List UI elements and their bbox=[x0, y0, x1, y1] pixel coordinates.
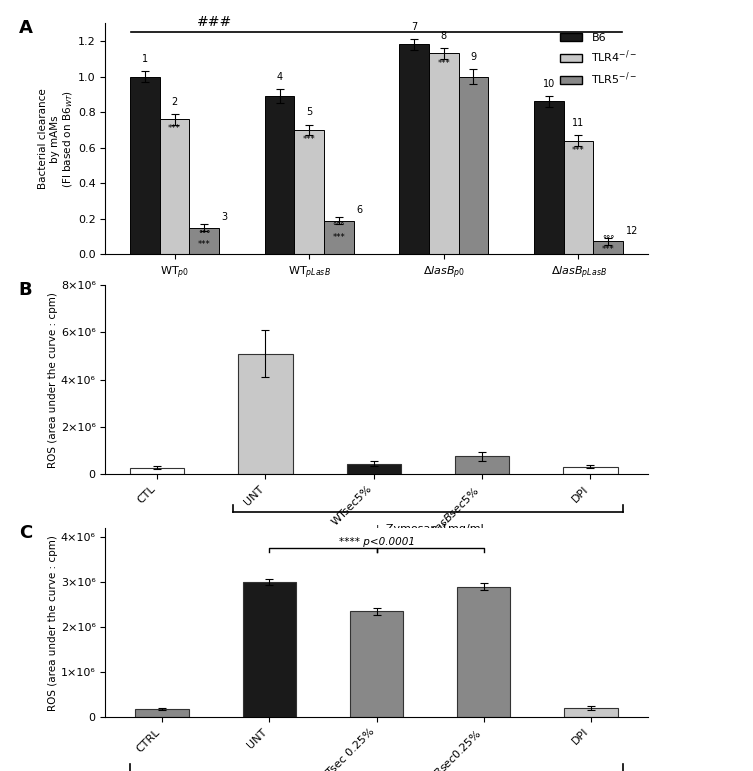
Text: 12: 12 bbox=[626, 226, 638, 236]
Bar bbox=[189, 227, 219, 254]
Text: + Zymosan 1mg/ml: + Zymosan 1mg/ml bbox=[373, 524, 483, 534]
Text: ***: *** bbox=[572, 146, 585, 155]
Text: 2: 2 bbox=[172, 96, 178, 106]
Legend: B6, TLR4$^{-/-}$, TLR5$^{-/-}$: B6, TLR4$^{-/-}$, TLR5$^{-/-}$ bbox=[556, 29, 642, 92]
Text: 5: 5 bbox=[306, 107, 312, 117]
Bar bbox=[294, 130, 324, 254]
Y-axis label: Bacterial clearance
by mAMs
(FI based on B6$_{WT}$): Bacterial clearance by mAMs (FI based on… bbox=[38, 89, 75, 189]
Text: 8: 8 bbox=[441, 31, 447, 41]
Bar bbox=[429, 53, 459, 254]
Text: B: B bbox=[19, 281, 32, 299]
Bar bbox=[457, 587, 511, 717]
Text: 10: 10 bbox=[543, 79, 555, 89]
Text: °°°
***: °°° *** bbox=[332, 223, 345, 242]
Bar bbox=[265, 96, 294, 254]
Bar bbox=[130, 76, 160, 254]
Text: 3: 3 bbox=[221, 212, 227, 222]
Bar bbox=[346, 463, 401, 474]
Bar bbox=[239, 354, 293, 474]
Bar bbox=[564, 708, 617, 717]
Bar bbox=[534, 102, 564, 254]
Text: 4: 4 bbox=[276, 72, 282, 82]
Text: ***: *** bbox=[168, 124, 181, 133]
Bar bbox=[459, 76, 488, 254]
Bar bbox=[242, 582, 296, 717]
Text: C: C bbox=[19, 524, 32, 542]
Text: **** p<0.0001: **** p<0.0001 bbox=[339, 537, 414, 547]
Text: °°°
***: °°° *** bbox=[198, 230, 211, 249]
Bar bbox=[136, 709, 189, 717]
Bar bbox=[349, 611, 404, 717]
Y-axis label: ROS (area under the curve : cpm): ROS (area under the curve : cpm) bbox=[48, 291, 58, 468]
Bar bbox=[324, 221, 354, 254]
Text: ###: ### bbox=[197, 15, 233, 29]
Text: ***: *** bbox=[437, 59, 450, 68]
Text: ***: *** bbox=[303, 135, 316, 144]
Bar bbox=[563, 466, 617, 474]
Bar bbox=[564, 140, 593, 254]
Y-axis label: ROS (area under the curve : cpm): ROS (area under the curve : cpm) bbox=[48, 534, 58, 711]
Bar bbox=[455, 456, 509, 474]
Text: 1: 1 bbox=[142, 54, 148, 64]
Bar bbox=[593, 241, 623, 254]
Text: A: A bbox=[19, 19, 32, 36]
Text: 7: 7 bbox=[411, 22, 417, 32]
Bar bbox=[399, 45, 429, 254]
Text: °°°
***: °°° *** bbox=[602, 235, 614, 254]
Text: 11: 11 bbox=[572, 118, 584, 128]
Bar bbox=[130, 467, 184, 474]
Text: 6: 6 bbox=[356, 205, 362, 215]
Bar bbox=[160, 120, 189, 254]
Text: 9: 9 bbox=[471, 52, 477, 62]
